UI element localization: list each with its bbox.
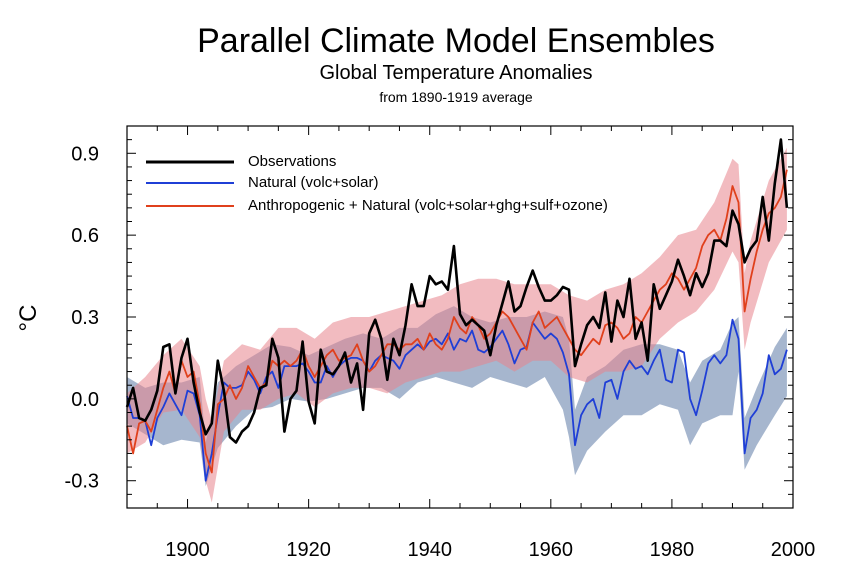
uncertainty-bands [127,147,787,503]
legend: Observations Natural (volc+solar) Anthro… [146,153,608,214]
x-tick-label: 2000 [771,539,816,561]
y-tick-label: 0.0 [71,389,99,411]
y-tick-label: 0.3 [71,307,99,329]
y-axis-label: °C [15,305,42,332]
axes: 1900 1920 1940 1960 1980 2000 -0.3 0.0 0.3 0.6 0.9 [65,125,816,561]
y-tick-label: 0.9 [71,143,99,165]
x-tick-label: 1920 [286,539,331,561]
legend-label-natural: Natural (volc+solar) [248,174,378,191]
chart-note: from 1890-1919 average [379,89,533,105]
x-tick-label: 1980 [650,539,695,561]
series-line-observations [125,138,789,444]
y-tick-label: -0.3 [65,471,99,493]
chart-title: Parallel Climate Model Ensembles [197,22,715,60]
series-lines [125,138,789,482]
series-line-natural [126,318,788,482]
band-anthropogenic [127,147,787,503]
x-tick-label: 1900 [165,539,210,561]
legend-label-observations: Observations [248,153,336,170]
y-tick-label: 0.6 [71,225,99,247]
x-tick-label: 1940 [407,539,452,561]
legend-label-anthropogenic: Anthropogenic + Natural (volc+solar+ghg+… [248,197,608,214]
chart-subtitle: Global Temperature Anomalies [319,62,593,84]
x-tick-label: 1960 [529,539,574,561]
series-line-anthropogenic [126,169,788,474]
